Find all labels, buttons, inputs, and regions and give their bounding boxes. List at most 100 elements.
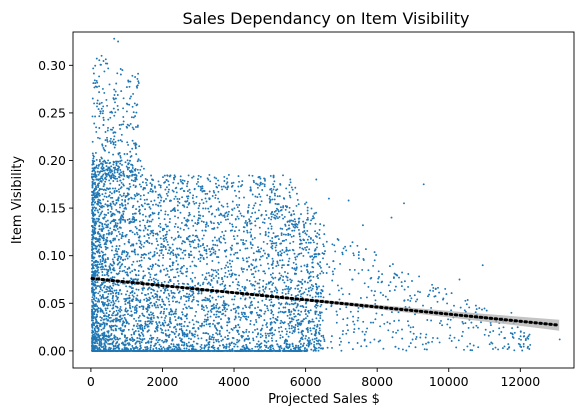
scatter-point xyxy=(218,237,221,240)
scatter-point xyxy=(205,272,208,275)
scatter-point xyxy=(271,211,274,213)
scatter-point xyxy=(121,140,123,143)
scatter-point xyxy=(234,316,237,319)
scatter-point xyxy=(215,340,218,343)
scatter-point xyxy=(248,256,250,259)
scatter-point xyxy=(276,343,279,346)
scatter-point xyxy=(131,105,134,108)
scatter-point xyxy=(94,281,97,284)
scatter-point xyxy=(387,284,390,287)
scatter-point xyxy=(141,338,144,341)
scatter-point xyxy=(206,256,208,259)
scatter-point xyxy=(506,348,509,351)
scatter-point xyxy=(132,179,135,182)
scatter-point xyxy=(137,316,140,319)
scatter-point xyxy=(174,253,177,256)
scatter-point xyxy=(187,295,190,298)
scatter-point xyxy=(93,328,96,331)
scatter-point xyxy=(148,320,150,323)
scatter-point xyxy=(321,347,324,350)
scatter-point xyxy=(230,269,233,272)
scatter-point xyxy=(221,309,224,311)
scatter-point xyxy=(315,310,318,313)
scatter-point xyxy=(99,199,102,202)
scatter-point xyxy=(202,242,205,245)
scatter-point xyxy=(149,190,152,193)
scatter-point xyxy=(267,255,270,258)
scatter-point xyxy=(184,249,187,252)
scatter-point xyxy=(309,222,312,225)
scatter-point xyxy=(91,208,94,211)
scatter-point xyxy=(111,258,114,261)
scatter-point xyxy=(297,280,300,283)
scatter-point xyxy=(204,223,207,226)
scatter-point xyxy=(227,266,230,269)
scatter-point xyxy=(299,323,302,326)
scatter-point xyxy=(186,238,189,240)
scatter-point xyxy=(290,325,293,327)
scatter-point xyxy=(127,202,129,205)
scatter-point xyxy=(226,324,229,327)
scatter-point xyxy=(245,239,248,242)
scatter-point xyxy=(109,191,112,194)
scatter-point xyxy=(248,220,251,223)
scatter-point xyxy=(138,314,141,317)
scatter-point xyxy=(270,218,273,221)
scatter-point xyxy=(104,253,107,256)
scatter-point xyxy=(485,309,488,312)
scatter-point xyxy=(151,190,154,193)
scatter-point xyxy=(92,323,95,326)
scatter-point xyxy=(197,303,200,306)
scatter-point xyxy=(244,220,247,222)
scatter-point xyxy=(237,242,239,245)
scatter-point xyxy=(107,269,109,272)
scatter-point xyxy=(208,298,211,301)
scatter-point xyxy=(100,342,102,345)
scatter-point xyxy=(117,257,120,260)
scatter-point xyxy=(169,174,172,177)
scatter-point xyxy=(233,326,236,329)
scatter-point xyxy=(159,324,162,327)
scatter-point xyxy=(325,308,328,311)
scatter-point xyxy=(156,264,159,267)
scatter-point xyxy=(480,321,482,324)
scatter-point xyxy=(267,267,270,270)
scatter-point xyxy=(268,197,271,200)
scatter-point xyxy=(143,224,146,227)
scatter-point xyxy=(113,276,116,279)
scatter-point xyxy=(115,272,118,275)
scatter-point xyxy=(177,274,180,277)
scatter-point xyxy=(168,265,171,267)
scatter-point xyxy=(131,291,134,294)
scatter-point xyxy=(284,271,286,273)
scatter-point xyxy=(99,316,102,319)
scatter-point xyxy=(119,206,121,209)
scatter-point xyxy=(237,185,240,188)
scatter-point xyxy=(115,208,118,211)
scatter-point xyxy=(318,311,321,314)
scatter-point xyxy=(361,268,364,271)
scatter-point xyxy=(143,325,146,328)
scatter-point xyxy=(211,286,214,289)
scatter-point xyxy=(159,270,162,273)
scatter-point xyxy=(139,334,142,337)
scatter-point xyxy=(91,226,94,229)
scatter-point xyxy=(120,171,123,174)
scatter-point xyxy=(188,256,191,259)
scatter-point xyxy=(256,183,259,186)
scatter-point xyxy=(185,307,188,310)
scatter-point xyxy=(96,102,99,105)
scatter-point xyxy=(263,177,266,180)
scatter-point xyxy=(246,279,249,281)
scatter-point xyxy=(92,290,95,293)
scatter-point xyxy=(101,262,104,265)
scatter-point xyxy=(270,301,273,304)
scatter-point xyxy=(279,242,282,245)
scatter-point xyxy=(172,252,175,255)
scatter-point xyxy=(264,272,267,275)
scatter-point xyxy=(105,165,108,168)
scatter-point xyxy=(200,290,203,293)
scatter-point xyxy=(247,338,250,341)
scatter-point xyxy=(189,295,192,297)
scatter-point xyxy=(157,217,160,220)
